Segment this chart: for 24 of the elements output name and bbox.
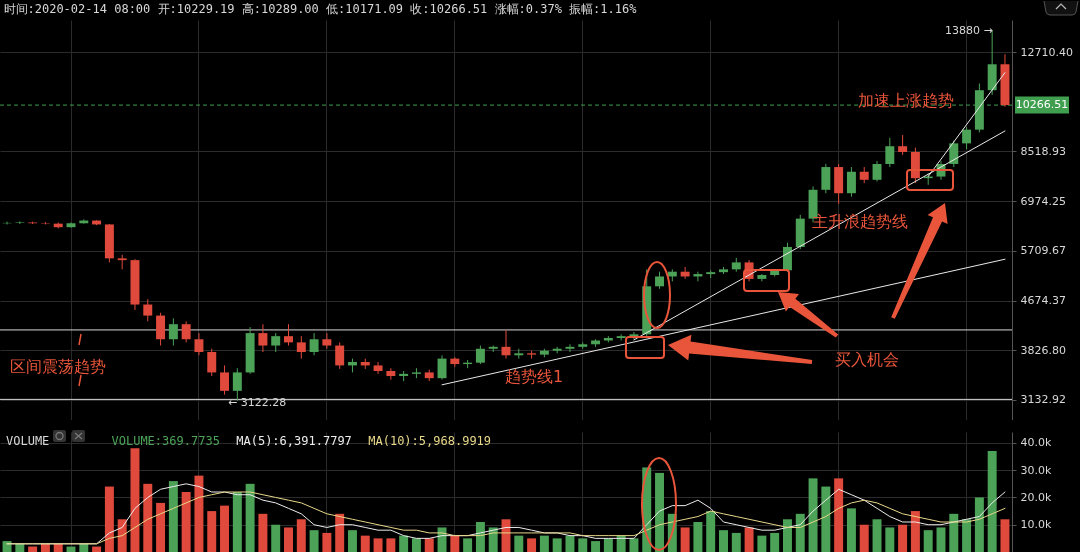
text: MA(5):6,391.7797	[236, 434, 352, 448]
annotation: ← 3122.28	[228, 396, 287, 409]
annotation: 13880 →	[945, 24, 993, 37]
y-tick-label: 3132.92	[1020, 393, 1066, 407]
annotation: 主升浪趋势线	[812, 212, 908, 231]
y-tick-label: 8518.93	[1020, 144, 1066, 158]
y-tick-label: 6974.25	[1020, 194, 1066, 208]
annotation: 区间震荡趋势	[10, 357, 106, 376]
text: MA(10):5,968.9919	[368, 434, 492, 448]
y-tick-label: 20.0k	[1020, 490, 1052, 504]
chart-title: VOLUME	[6, 434, 50, 448]
y-tick-label: 5709.67	[1020, 244, 1066, 258]
y-tick-label: 12710.40	[1020, 45, 1073, 59]
series-label: VOLUME:369.7735	[111, 434, 220, 448]
ref-line-label: 10266.51	[1015, 98, 1069, 112]
annotation: 趋势线1	[505, 367, 564, 386]
y-tick-label: 3826.80	[1020, 343, 1066, 357]
y-tick-label: 10.0k	[1020, 518, 1052, 532]
y-tick-label: 4674.37	[1020, 294, 1066, 308]
chart-title: 时间:2020-02-14 08:00 开:10229.19 高:10289.00 低:10171.09 收:10266.51 涨幅:0.37% 振幅:1.16%	[3, 2, 638, 16]
annotation: 加速上涨趋势	[858, 91, 954, 110]
annotation: 买入机会	[835, 350, 899, 369]
y-tick-label: 40.0k	[1020, 436, 1052, 450]
y-tick-label: 30.0k	[1020, 463, 1052, 477]
